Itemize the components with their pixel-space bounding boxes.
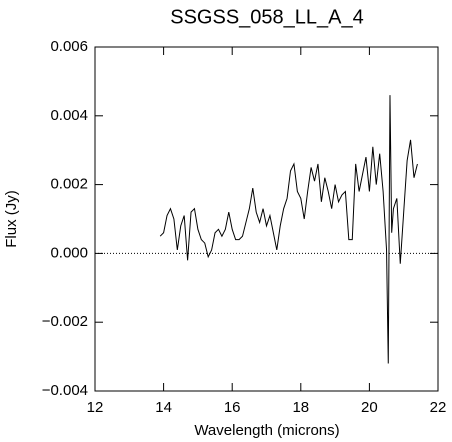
y-tick-label: 0.004 xyxy=(50,107,88,124)
y-axis-label: Flux (Jy) xyxy=(3,190,20,248)
data-line xyxy=(159,95,418,364)
x-tick-label: 16 xyxy=(224,399,241,416)
x-tick-label: 20 xyxy=(361,399,378,416)
x-tick-label: 22 xyxy=(430,399,447,416)
y-tick-label: −0.002 xyxy=(42,313,88,330)
x-tick-label: 18 xyxy=(292,399,309,416)
y-tick-label: 0.006 xyxy=(50,38,88,55)
y-tick-label: 0.000 xyxy=(50,244,88,261)
plot-frame xyxy=(94,46,439,392)
chart-title: SSGSS_058_LL_A_4 xyxy=(170,6,364,28)
y-tick-label: 0.002 xyxy=(50,176,88,193)
y-tick-label: −0.004 xyxy=(42,382,88,399)
x-tick-label: 12 xyxy=(87,399,104,416)
x-axis-label: Wavelength (microns) xyxy=(194,422,339,439)
x-tick-label: 14 xyxy=(155,399,172,416)
